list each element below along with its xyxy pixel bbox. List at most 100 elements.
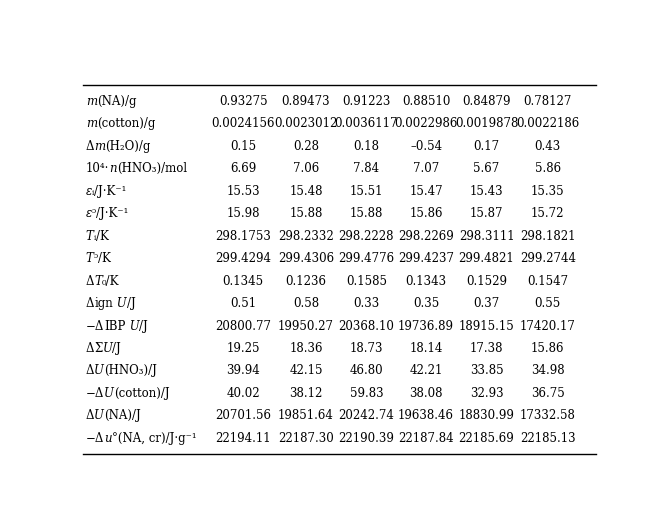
Text: 22190.39: 22190.39 bbox=[338, 432, 395, 445]
Text: 0.17: 0.17 bbox=[473, 140, 500, 153]
Text: (NA)/J: (NA)/J bbox=[104, 409, 141, 422]
Text: 298.1821: 298.1821 bbox=[520, 230, 575, 242]
Text: 20368.10: 20368.10 bbox=[338, 320, 395, 332]
Text: 38.12: 38.12 bbox=[289, 387, 322, 400]
Text: 0.55: 0.55 bbox=[535, 297, 561, 310]
Text: m: m bbox=[95, 140, 105, 153]
Text: 22185.13: 22185.13 bbox=[520, 432, 575, 445]
Text: Δ: Δ bbox=[86, 409, 95, 422]
Text: 19950.27: 19950.27 bbox=[278, 320, 334, 332]
Text: /J: /J bbox=[139, 320, 148, 332]
Text: 0.1236: 0.1236 bbox=[285, 275, 326, 288]
Text: °(NA, cr)/J·g⁻¹: °(NA, cr)/J·g⁻¹ bbox=[112, 432, 197, 445]
Text: 0.15: 0.15 bbox=[230, 140, 256, 153]
Text: ε: ε bbox=[86, 207, 92, 220]
Text: 18915.15: 18915.15 bbox=[459, 320, 514, 332]
Text: 299.4776: 299.4776 bbox=[338, 252, 395, 265]
Text: T: T bbox=[86, 230, 94, 242]
Text: T: T bbox=[95, 275, 102, 288]
Text: 0.33: 0.33 bbox=[354, 297, 379, 310]
Text: ign: ign bbox=[95, 297, 113, 310]
Text: /J·K⁻¹: /J·K⁻¹ bbox=[95, 185, 126, 198]
Text: T: T bbox=[86, 252, 94, 265]
Text: 15.51: 15.51 bbox=[350, 185, 383, 198]
Text: 22194.11: 22194.11 bbox=[215, 432, 271, 445]
Text: 0.0024156: 0.0024156 bbox=[211, 117, 275, 130]
Text: m: m bbox=[86, 95, 97, 108]
Text: Δ: Δ bbox=[86, 342, 95, 355]
Text: 15.88: 15.88 bbox=[350, 207, 383, 220]
Text: 0.35: 0.35 bbox=[413, 297, 439, 310]
Text: 42.21: 42.21 bbox=[409, 365, 443, 378]
Text: 17.38: 17.38 bbox=[470, 342, 503, 355]
Text: 17332.58: 17332.58 bbox=[520, 409, 576, 422]
Text: 32.93: 32.93 bbox=[470, 387, 503, 400]
Text: 7.06: 7.06 bbox=[293, 162, 319, 175]
Text: ᵢ: ᵢ bbox=[92, 185, 95, 198]
Text: (NA)/g: (NA)/g bbox=[97, 95, 136, 108]
Text: U: U bbox=[113, 297, 126, 310]
Text: (HNO₃)/J: (HNO₃)/J bbox=[104, 365, 157, 378]
Text: 20701.56: 20701.56 bbox=[215, 409, 271, 422]
Text: /K: /K bbox=[96, 230, 109, 242]
Text: 18830.99: 18830.99 bbox=[459, 409, 514, 422]
Text: 22187.30: 22187.30 bbox=[278, 432, 334, 445]
Text: 7.07: 7.07 bbox=[413, 162, 439, 175]
Text: 20242.74: 20242.74 bbox=[338, 409, 395, 422]
Text: 0.51: 0.51 bbox=[230, 297, 256, 310]
Text: 34.98: 34.98 bbox=[531, 365, 565, 378]
Text: 0.0022986: 0.0022986 bbox=[395, 117, 457, 130]
Text: 19.25: 19.25 bbox=[226, 342, 260, 355]
Text: 299.4237: 299.4237 bbox=[398, 252, 454, 265]
Text: 0.0036117: 0.0036117 bbox=[335, 117, 398, 130]
Text: 40.02: 40.02 bbox=[226, 387, 260, 400]
Text: U: U bbox=[95, 409, 104, 422]
Text: 17420.17: 17420.17 bbox=[520, 320, 576, 332]
Text: 36.75: 36.75 bbox=[531, 387, 565, 400]
Text: 0.37: 0.37 bbox=[473, 297, 500, 310]
Text: /J: /J bbox=[126, 297, 136, 310]
Text: 0.1343: 0.1343 bbox=[406, 275, 447, 288]
Text: 0.58: 0.58 bbox=[293, 297, 319, 310]
Text: 0.91223: 0.91223 bbox=[342, 95, 391, 108]
Text: 298.2269: 298.2269 bbox=[399, 230, 454, 242]
Text: 18.36: 18.36 bbox=[289, 342, 322, 355]
Text: 0.0023012: 0.0023012 bbox=[274, 117, 338, 130]
Text: 7.84: 7.84 bbox=[354, 162, 379, 175]
Text: 18.73: 18.73 bbox=[350, 342, 383, 355]
Text: /J·K⁻¹: /J·K⁻¹ bbox=[96, 207, 128, 220]
Text: 0.84879: 0.84879 bbox=[462, 95, 511, 108]
Text: −Δ: −Δ bbox=[86, 320, 104, 332]
Text: 0.28: 0.28 bbox=[293, 140, 319, 153]
Text: 42.15: 42.15 bbox=[289, 365, 322, 378]
Text: 5.67: 5.67 bbox=[473, 162, 500, 175]
Text: 6.69: 6.69 bbox=[230, 162, 256, 175]
Text: 0.18: 0.18 bbox=[354, 140, 379, 153]
Text: (cotton)/g: (cotton)/g bbox=[97, 117, 156, 130]
Text: U: U bbox=[104, 387, 114, 400]
Text: 0.78127: 0.78127 bbox=[524, 95, 572, 108]
Text: 22185.69: 22185.69 bbox=[459, 432, 514, 445]
Text: 298.1753: 298.1753 bbox=[215, 230, 271, 242]
Text: 22187.84: 22187.84 bbox=[399, 432, 454, 445]
Text: 15.86: 15.86 bbox=[409, 207, 443, 220]
Text: 18.14: 18.14 bbox=[409, 342, 443, 355]
Text: 0.0022186: 0.0022186 bbox=[516, 117, 579, 130]
Text: Δ: Δ bbox=[86, 275, 95, 288]
Text: 15.48: 15.48 bbox=[289, 185, 322, 198]
Text: Δ: Δ bbox=[86, 140, 95, 153]
Text: 0.0019878: 0.0019878 bbox=[455, 117, 518, 130]
Text: 0.89473: 0.89473 bbox=[281, 95, 330, 108]
Text: 20800.77: 20800.77 bbox=[215, 320, 271, 332]
Text: ᵓ: ᵓ bbox=[94, 252, 98, 265]
Text: 59.83: 59.83 bbox=[350, 387, 383, 400]
Text: 0.1547: 0.1547 bbox=[527, 275, 568, 288]
Text: 298.3111: 298.3111 bbox=[459, 230, 514, 242]
Text: 299.4294: 299.4294 bbox=[215, 252, 271, 265]
Text: 15.88: 15.88 bbox=[289, 207, 322, 220]
Text: m: m bbox=[86, 117, 97, 130]
Text: 0.93275: 0.93275 bbox=[219, 95, 267, 108]
Text: U: U bbox=[126, 320, 139, 332]
Text: Δ: Δ bbox=[86, 365, 95, 378]
Text: 15.87: 15.87 bbox=[470, 207, 503, 220]
